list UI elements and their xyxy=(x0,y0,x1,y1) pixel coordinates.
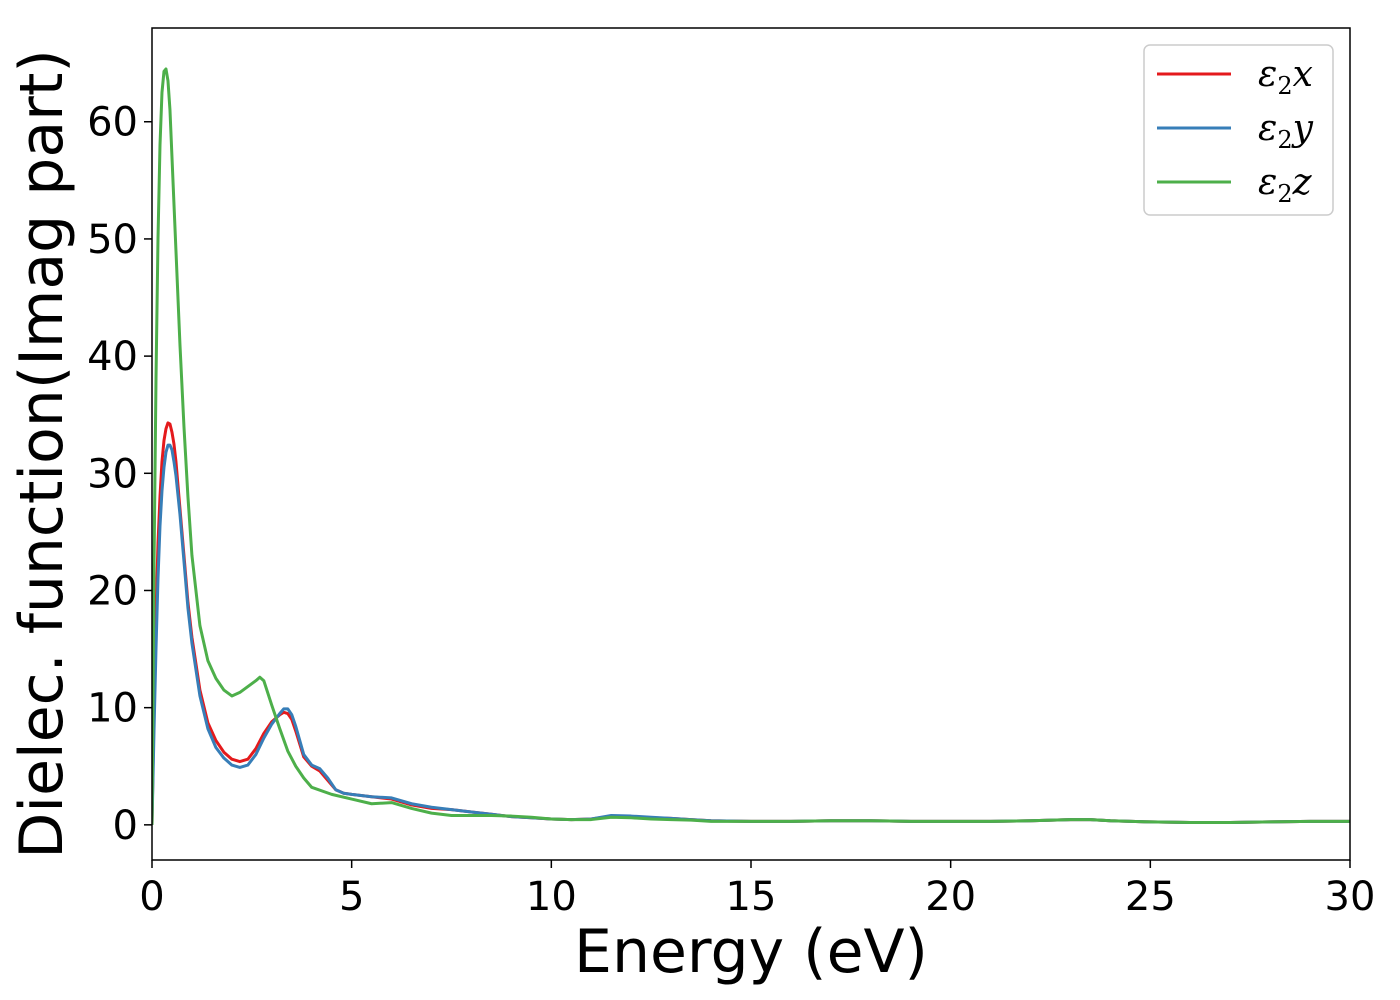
x-tick-label: 10 xyxy=(526,874,577,920)
y-tick-label: 50 xyxy=(87,217,138,263)
x-axis-title: Energy (eV) xyxy=(574,917,928,987)
series-line-y xyxy=(152,443,1350,825)
legend-variable: x xyxy=(1293,54,1313,95)
x-tick-label: 0 xyxy=(139,874,164,920)
x-tick-label: 5 xyxy=(339,874,364,920)
y-tick-label: 0 xyxy=(113,803,138,849)
legend-symbol: ε xyxy=(1258,54,1277,95)
y-tick-label: 60 xyxy=(87,100,138,146)
legend-label-x: ε2x xyxy=(1258,54,1313,100)
series-line-z xyxy=(152,67,1350,825)
y-tick-label: 20 xyxy=(87,568,138,614)
x-tick-label: 15 xyxy=(726,874,777,920)
series-layer xyxy=(152,67,1350,825)
legend-symbol: ε xyxy=(1258,162,1277,203)
series-line-x xyxy=(152,421,1350,825)
legend-subscript: 2 xyxy=(1277,180,1292,208)
y-axis: 0 10 20 30 40 50 60 xyxy=(87,100,152,849)
legend-subscript: 2 xyxy=(1277,126,1292,154)
x-tick-label: 20 xyxy=(925,874,976,920)
x-tick-label: 25 xyxy=(1125,874,1176,920)
y-tick-label: 40 xyxy=(87,334,138,380)
y-tick-label: 30 xyxy=(87,451,138,497)
x-axis: 0 5 10 15 20 25 30 xyxy=(139,860,1375,920)
legend-subscript: 2 xyxy=(1277,72,1292,100)
legend-label-z: ε2z xyxy=(1258,162,1313,208)
y-axis-title: Dielec. function(Imag part) xyxy=(7,49,77,859)
legend-variable: y xyxy=(1291,108,1314,149)
legend-label-y: ε2y xyxy=(1258,108,1314,154)
legend-box xyxy=(1143,44,1334,216)
legend-symbol: ε xyxy=(1258,108,1277,149)
y-tick-label: 10 xyxy=(87,686,138,732)
legend-variable: z xyxy=(1292,162,1313,203)
x-tick-label: 30 xyxy=(1325,874,1376,920)
